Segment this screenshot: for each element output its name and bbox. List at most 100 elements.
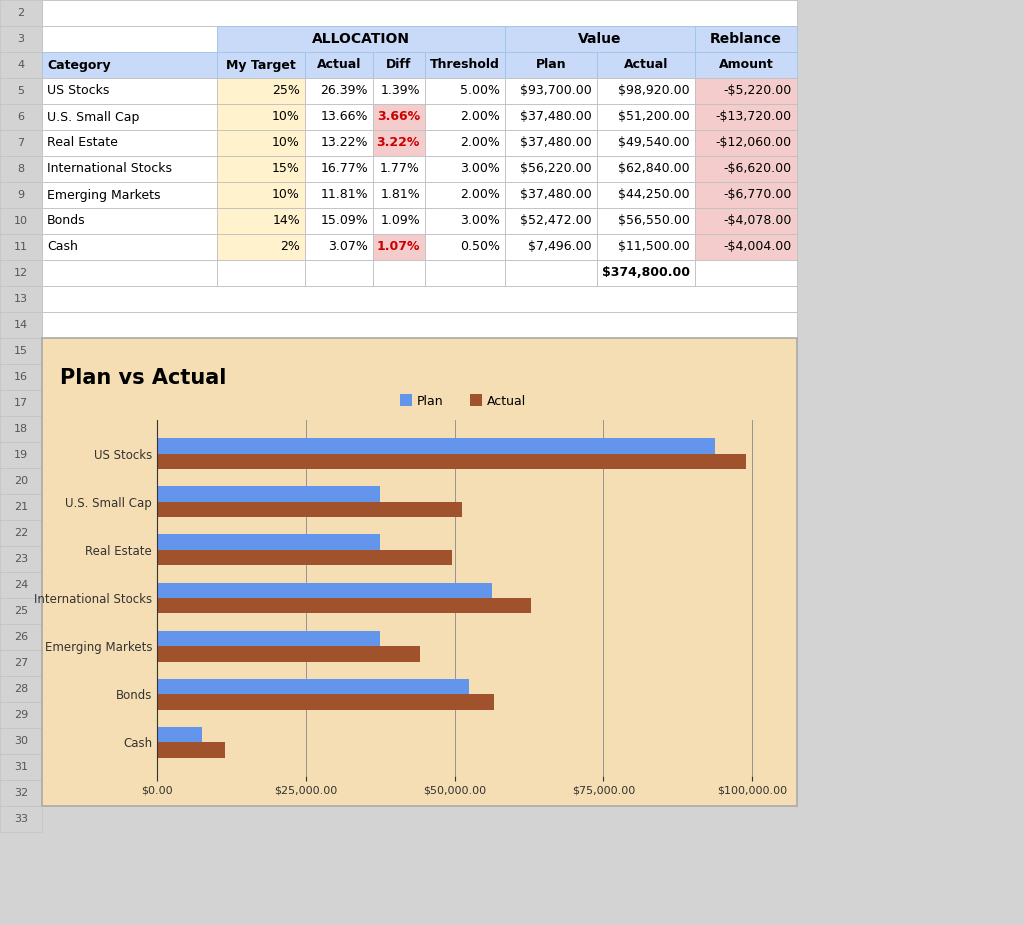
Bar [305, 130, 373, 156]
Text: 15.09%: 15.09% [321, 215, 368, 228]
Text: Real Estate: Real Estate [47, 137, 118, 150]
Text: Actual: Actual [316, 58, 361, 71]
Bar [505, 156, 597, 182]
Bar [42, 26, 217, 52]
Text: $93,700.00: $93,700.00 [520, 84, 592, 97]
Bar [425, 130, 505, 156]
Bar [0, 26, 42, 52]
Bar [597, 104, 695, 130]
Text: 25%: 25% [272, 84, 300, 97]
Bar [0, 624, 42, 650]
Bar [42, 208, 217, 234]
Bar [425, 104, 505, 130]
Bar [0, 702, 42, 728]
Text: Value: Value [579, 32, 622, 46]
Bar [42, 78, 217, 104]
Text: 1.77%: 1.77% [380, 163, 420, 176]
Bar [597, 208, 695, 234]
Bar [695, 104, 797, 130]
Text: 2.00%: 2.00% [460, 189, 500, 202]
Bar [217, 182, 305, 208]
Bar [157, 679, 469, 695]
Bar [0, 728, 42, 754]
Text: $11,500.00: $11,500.00 [618, 240, 690, 253]
Text: -$6,620.00: -$6,620.00 [724, 163, 792, 176]
Text: 22: 22 [14, 528, 28, 538]
Text: 3.00%: 3.00% [460, 215, 500, 228]
Text: $44,250.00: $44,250.00 [618, 189, 690, 202]
Text: 16: 16 [14, 372, 28, 382]
Text: Actual: Actual [624, 58, 669, 71]
Text: $56,220.00: $56,220.00 [520, 163, 592, 176]
Bar [305, 208, 373, 234]
Bar [42, 0, 797, 26]
Bar [425, 260, 505, 286]
Bar [505, 208, 597, 234]
Bar [695, 208, 797, 234]
Text: $56,550.00: $56,550.00 [618, 215, 690, 228]
Bar [0, 182, 42, 208]
Text: 17: 17 [14, 398, 28, 408]
Text: 12: 12 [14, 268, 28, 278]
Text: $374,800.00: $374,800.00 [602, 266, 690, 279]
Text: 11: 11 [14, 242, 28, 252]
Bar [505, 260, 597, 286]
Bar [425, 234, 505, 260]
Text: Amount: Amount [719, 58, 773, 71]
Text: 6: 6 [17, 112, 25, 122]
Text: 15: 15 [14, 346, 28, 356]
Bar [42, 104, 217, 130]
Bar [305, 260, 373, 286]
Bar [0, 52, 42, 78]
Text: 23: 23 [14, 554, 28, 564]
Bar [157, 727, 202, 743]
Text: 9: 9 [17, 190, 25, 200]
Text: International Stocks: International Stocks [47, 163, 172, 176]
Bar [217, 104, 305, 130]
Bar [505, 78, 597, 104]
Text: 2: 2 [17, 8, 25, 18]
Text: Cash: Cash [47, 240, 78, 253]
Bar [373, 234, 425, 260]
Text: 3: 3 [17, 34, 25, 44]
Text: 27: 27 [14, 658, 28, 668]
Text: $37,480.00: $37,480.00 [520, 110, 592, 124]
Text: 10%: 10% [272, 137, 300, 150]
Text: $37,480.00: $37,480.00 [520, 189, 592, 202]
Text: -$5,220.00: -$5,220.00 [724, 84, 792, 97]
Bar [305, 234, 373, 260]
Bar [42, 338, 797, 806]
Bar [505, 130, 597, 156]
Text: 14%: 14% [272, 215, 300, 228]
Bar [217, 208, 305, 234]
Bar [42, 260, 217, 286]
Text: 28: 28 [14, 684, 28, 694]
Text: ALLOCATION: ALLOCATION [312, 32, 410, 46]
Text: 10: 10 [14, 216, 28, 226]
Bar [0, 650, 42, 676]
Text: $49,540.00: $49,540.00 [618, 137, 690, 150]
Bar [0, 494, 42, 520]
Text: -$12,060.00: -$12,060.00 [716, 137, 792, 150]
Bar [597, 130, 695, 156]
Text: $52,472.00: $52,472.00 [520, 215, 592, 228]
Text: U.S. Small Cap: U.S. Small Cap [47, 110, 139, 124]
Text: 0.50%: 0.50% [460, 240, 500, 253]
Bar [0, 364, 42, 390]
Text: 18: 18 [14, 424, 28, 434]
Bar [0, 0, 42, 26]
Bar [305, 52, 373, 78]
Bar [157, 535, 380, 549]
Text: US Stocks: US Stocks [47, 84, 110, 97]
Bar [42, 312, 797, 338]
Bar [157, 501, 462, 517]
Bar [0, 260, 42, 286]
Bar [305, 156, 373, 182]
Bar [157, 487, 380, 501]
Text: 2.00%: 2.00% [460, 137, 500, 150]
Bar [157, 438, 715, 453]
Bar [695, 182, 797, 208]
Text: 30: 30 [14, 736, 28, 746]
Bar [157, 549, 452, 565]
Bar [0, 676, 42, 702]
